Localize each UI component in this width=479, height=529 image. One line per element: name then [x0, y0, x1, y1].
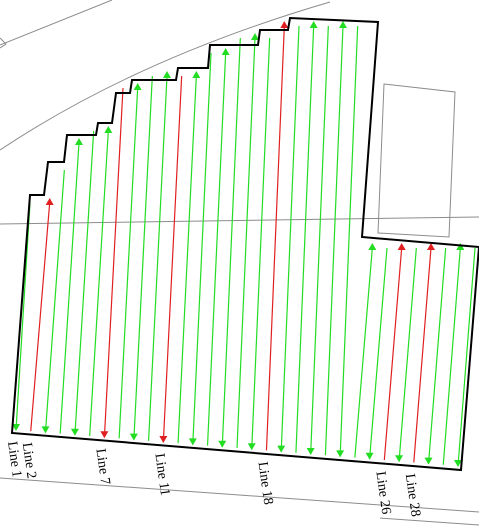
arrow-up-icon	[456, 243, 465, 250]
line-label-26: Line 26	[372, 470, 393, 515]
flight-line-21	[306, 25, 329, 455]
flight-line-12	[177, 71, 201, 444]
arrow-down-icon	[218, 440, 227, 448]
corner-mark	[0, 37, 7, 49]
flight-line-18	[265, 21, 289, 451]
flight-line-9	[129, 75, 153, 441]
flight-line-26	[383, 243, 406, 461]
flight-line-14	[206, 48, 230, 446]
flight-line-5	[70, 130, 95, 436]
arrow-up-icon	[427, 243, 435, 250]
flight-line-31	[454, 247, 476, 467]
arrow-down-icon	[41, 426, 50, 434]
flight-line-2	[30, 198, 54, 432]
flight-line-19	[277, 25, 300, 453]
arrow-up-icon	[309, 21, 318, 28]
building-outline	[377, 83, 456, 238]
flight-line-27	[395, 247, 417, 463]
arrow-up-icon	[251, 33, 259, 40]
road-line	[0, 216, 479, 225]
arrow-up-icon	[221, 48, 230, 55]
arrow-down-icon	[12, 424, 20, 431]
arrow-up-icon	[75, 138, 83, 145]
arrow-down-icon	[188, 438, 197, 446]
flight-line-10	[148, 71, 171, 441]
arrow-down-icon	[70, 428, 79, 436]
arrow-up-icon	[339, 21, 347, 28]
flight-line-20	[295, 21, 318, 453]
survey-boundary	[10, 16, 479, 472]
arrow-up-icon	[192, 71, 201, 78]
flight-line-7	[100, 87, 124, 439]
flight-line-6	[89, 126, 113, 437]
survey-boundary-layer	[10, 16, 479, 472]
parcel-curve-2	[0, 0, 113, 46]
flight-line-29	[424, 247, 447, 465]
arrow-down-icon	[365, 452, 374, 460]
flight-line-28	[413, 243, 435, 463]
flight-line-17	[247, 37, 271, 451]
line-label-11: Line 11	[151, 452, 172, 496]
arrow-up-icon	[133, 83, 142, 90]
flight-lines-layer	[12, 21, 476, 467]
flight-line-24	[354, 243, 377, 458]
flight-line-13	[188, 52, 212, 446]
flight-line-3	[41, 169, 65, 434]
flight-line-15	[218, 37, 241, 448]
parcel-edge-2	[379, 517, 479, 526]
arrow-down-icon	[395, 455, 404, 463]
flight-line-23	[336, 25, 359, 458]
arrow-down-icon	[277, 445, 286, 453]
flight-line-22	[324, 21, 347, 456]
flight-line-16	[236, 33, 259, 449]
arrow-down-icon	[100, 431, 109, 439]
line-label-28: Line 28	[402, 473, 423, 518]
arrow-up-icon	[163, 71, 171, 78]
arrow-up-icon	[280, 21, 289, 28]
arrow-down-icon	[424, 457, 433, 465]
flight-line-25	[365, 247, 388, 460]
line-label-2: Line 2	[19, 442, 39, 480]
arrow-down-icon	[247, 443, 256, 451]
flight-line-8	[118, 83, 142, 439]
arrow-down-icon	[454, 460, 462, 467]
arrow-down-icon	[129, 433, 138, 441]
flight-line-1	[12, 202, 31, 431]
flight-line-4	[59, 138, 83, 434]
line-label-7: Line 7	[92, 448, 112, 486]
arrow-up-icon	[45, 198, 54, 205]
arrow-down-icon	[159, 436, 168, 443]
arrow-down-icon	[306, 448, 315, 455]
parcel-curve	[0, 1, 331, 151]
arrow-up-icon	[104, 126, 113, 133]
flight-line-11	[159, 75, 183, 443]
flight-line-30	[442, 243, 465, 465]
line-label-1: Line 1	[4, 440, 24, 478]
arrow-up-icon	[397, 243, 406, 250]
line-label-18: Line 18	[255, 461, 276, 506]
parcel-edge	[0, 477, 479, 513]
arrow-up-icon	[368, 243, 377, 250]
arrow-down-icon	[336, 450, 345, 458]
